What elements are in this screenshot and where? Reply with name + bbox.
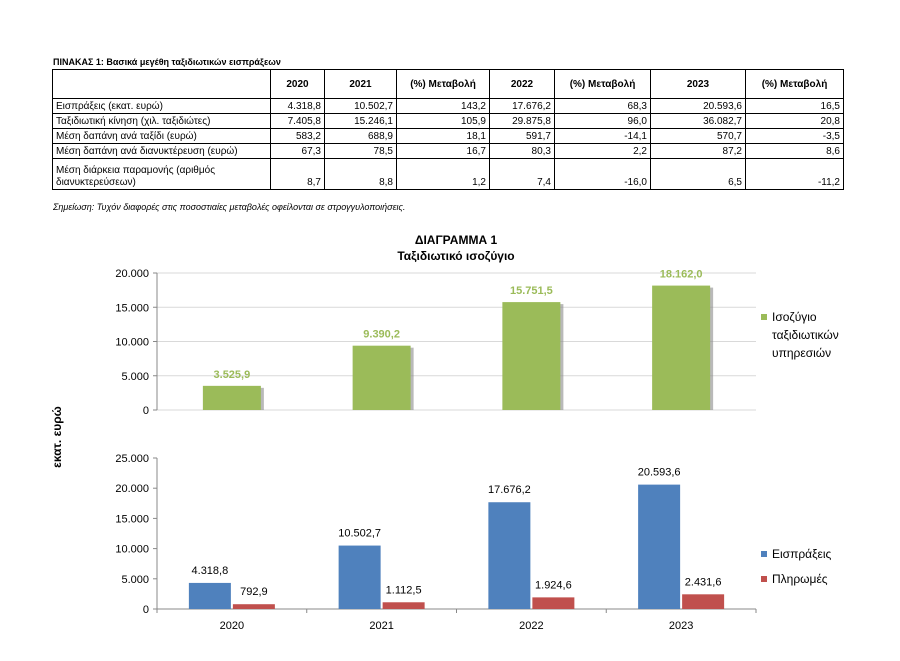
row-label: Μέση διάρκεια παραμονής (αριθμός διανυκτ… [52, 158, 271, 190]
table-row: Μέση διάρκεια παραμονής (αριθμός διανυκτ… [52, 158, 844, 190]
table-row: Εισπράξεις (εκατ. ευρώ) 4.318,8 10.502,7 14… [52, 98, 844, 114]
bar-receipts [338, 545, 381, 609]
data-label: 20.593,6 [638, 467, 681, 479]
table-note: Σημείωση: Τυχόν διαφορές στις ποσοστιαίε… [53, 202, 406, 212]
chart-title: ΔΙΑΓΡΑΜΜΑ 1 [415, 233, 498, 247]
y-tick-label: 5.000 [121, 371, 149, 383]
data-label: 3.525,9 [214, 369, 251, 381]
y-tick-label: 0 [143, 405, 149, 417]
table-cell: 1,2 [396, 158, 490, 190]
table-cell: 7,4 [489, 158, 555, 190]
legend-swatch [761, 314, 767, 320]
y-tick-label: 0 [143, 604, 149, 616]
table-header-row: 2020 2021 (%) Μεταβολή 2022 (%) Μεταβολή… [52, 69, 844, 99]
table-cell: 6,5 [650, 158, 746, 190]
table-cell: 8,7 [270, 158, 325, 190]
table-row: Ταξιδιωτική κίνηση (χιλ. ταξιδιώτες) 7.40… [52, 113, 844, 129]
data-table: 2020 2021 (%) Μεταβολή 2022 (%) Μεταβολή… [52, 69, 844, 190]
bar [652, 285, 711, 410]
table-cell: 8,8 [324, 158, 397, 190]
data-label: 4.318,8 [192, 565, 229, 577]
x-tick-label: 2022 [519, 620, 543, 632]
legend-label: Εισπράξεις [772, 547, 832, 561]
data-label: 2.431,6 [685, 576, 722, 588]
table-cell: -11,2 [745, 158, 844, 190]
y-tick-label: 20.000 [115, 268, 149, 280]
x-tick-label: 2020 [220, 620, 244, 632]
bar-receipts [188, 582, 231, 609]
legend-label: Ισοζύγιο ταξιδιωτικών υπηρεσιών [772, 310, 839, 360]
bar-receipts [488, 502, 531, 609]
bar-payments [682, 594, 725, 609]
y-tick-label: 15.000 [115, 513, 149, 525]
bar-payments [382, 602, 425, 609]
data-label: 15.751,5 [510, 285, 553, 297]
bar [502, 302, 561, 410]
table-cell: -16,0 [554, 158, 651, 190]
bar-payments [232, 604, 275, 609]
bar-payments [532, 597, 575, 609]
y-tick-label: 15.000 [115, 302, 149, 314]
chart-subtitle: Ταξιδιωτικό ισοζύγιο [397, 249, 514, 263]
data-label: 10.502,7 [338, 528, 381, 540]
y-tick-label: 10.000 [115, 544, 149, 556]
legend-label: Πληρωμές [772, 572, 828, 586]
table-title: ΠΙΝΑΚΑΣ 1: Βασικά μεγέθη ταξιδιωτικών ει… [53, 57, 281, 67]
y-tick-label: 25.000 [115, 453, 149, 465]
legend-swatch [761, 551, 767, 557]
table-row: Μέση δαπάνη ανά διανυκτέρευση (ευρώ) 67,3… [52, 143, 844, 159]
y-axis-label: εκατ. ευρώ [50, 406, 64, 468]
data-label: 9.390,2 [363, 329, 400, 341]
bar [202, 385, 261, 410]
table-cell: 8,6 [745, 143, 844, 159]
x-tick-label: 2021 [369, 620, 393, 632]
chart-receipts-payments: 0 5.000 10.000 15.000 20.000 25.000 2020 2021 20… [115, 453, 831, 632]
data-label: 792,9 [240, 586, 268, 598]
legend-swatch [761, 576, 767, 582]
data-label: 1.112,5 [386, 584, 422, 596]
data-label: 18.162,0 [660, 269, 703, 281]
y-tick-label: 20.000 [115, 483, 149, 495]
bar-receipts [638, 484, 681, 609]
data-label: 17.676,2 [488, 484, 531, 496]
chart-travel-balance: ΔΙΑΓΡΑΜΜΑ 1 Ταξιδιωτικό ισοζύγιο 0 5.000 10.… [50, 233, 839, 468]
y-tick-label: 5.000 [121, 574, 149, 586]
y-tick-label: 10.000 [115, 337, 149, 349]
header-cell: (%) Μεταβολή [554, 69, 651, 99]
x-tick-label: 2023 [669, 620, 693, 632]
data-label: 1.924,6 [535, 579, 572, 591]
header-cell: 2022 [489, 69, 555, 99]
bar [352, 345, 411, 410]
